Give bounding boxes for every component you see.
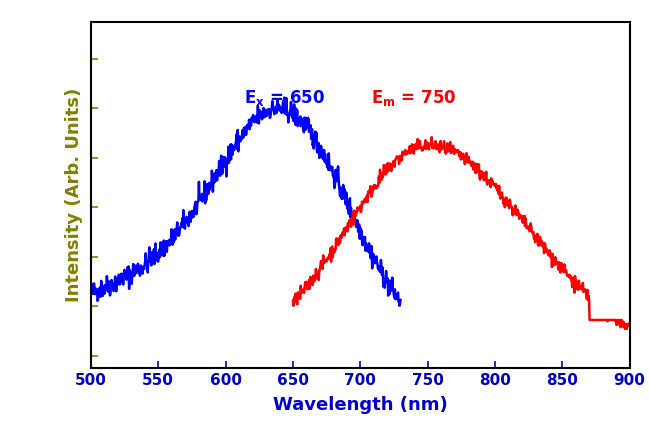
Y-axis label: Intensity (Arb. Units): Intensity (Arb. Units) [64,88,82,302]
X-axis label: Wavelength (nm): Wavelength (nm) [273,396,448,414]
Text: $\mathbf{E_x}$ = 650: $\mathbf{E_x}$ = 650 [244,88,325,108]
Text: $\mathbf{E_m}$ = 750: $\mathbf{E_m}$ = 750 [371,88,457,108]
